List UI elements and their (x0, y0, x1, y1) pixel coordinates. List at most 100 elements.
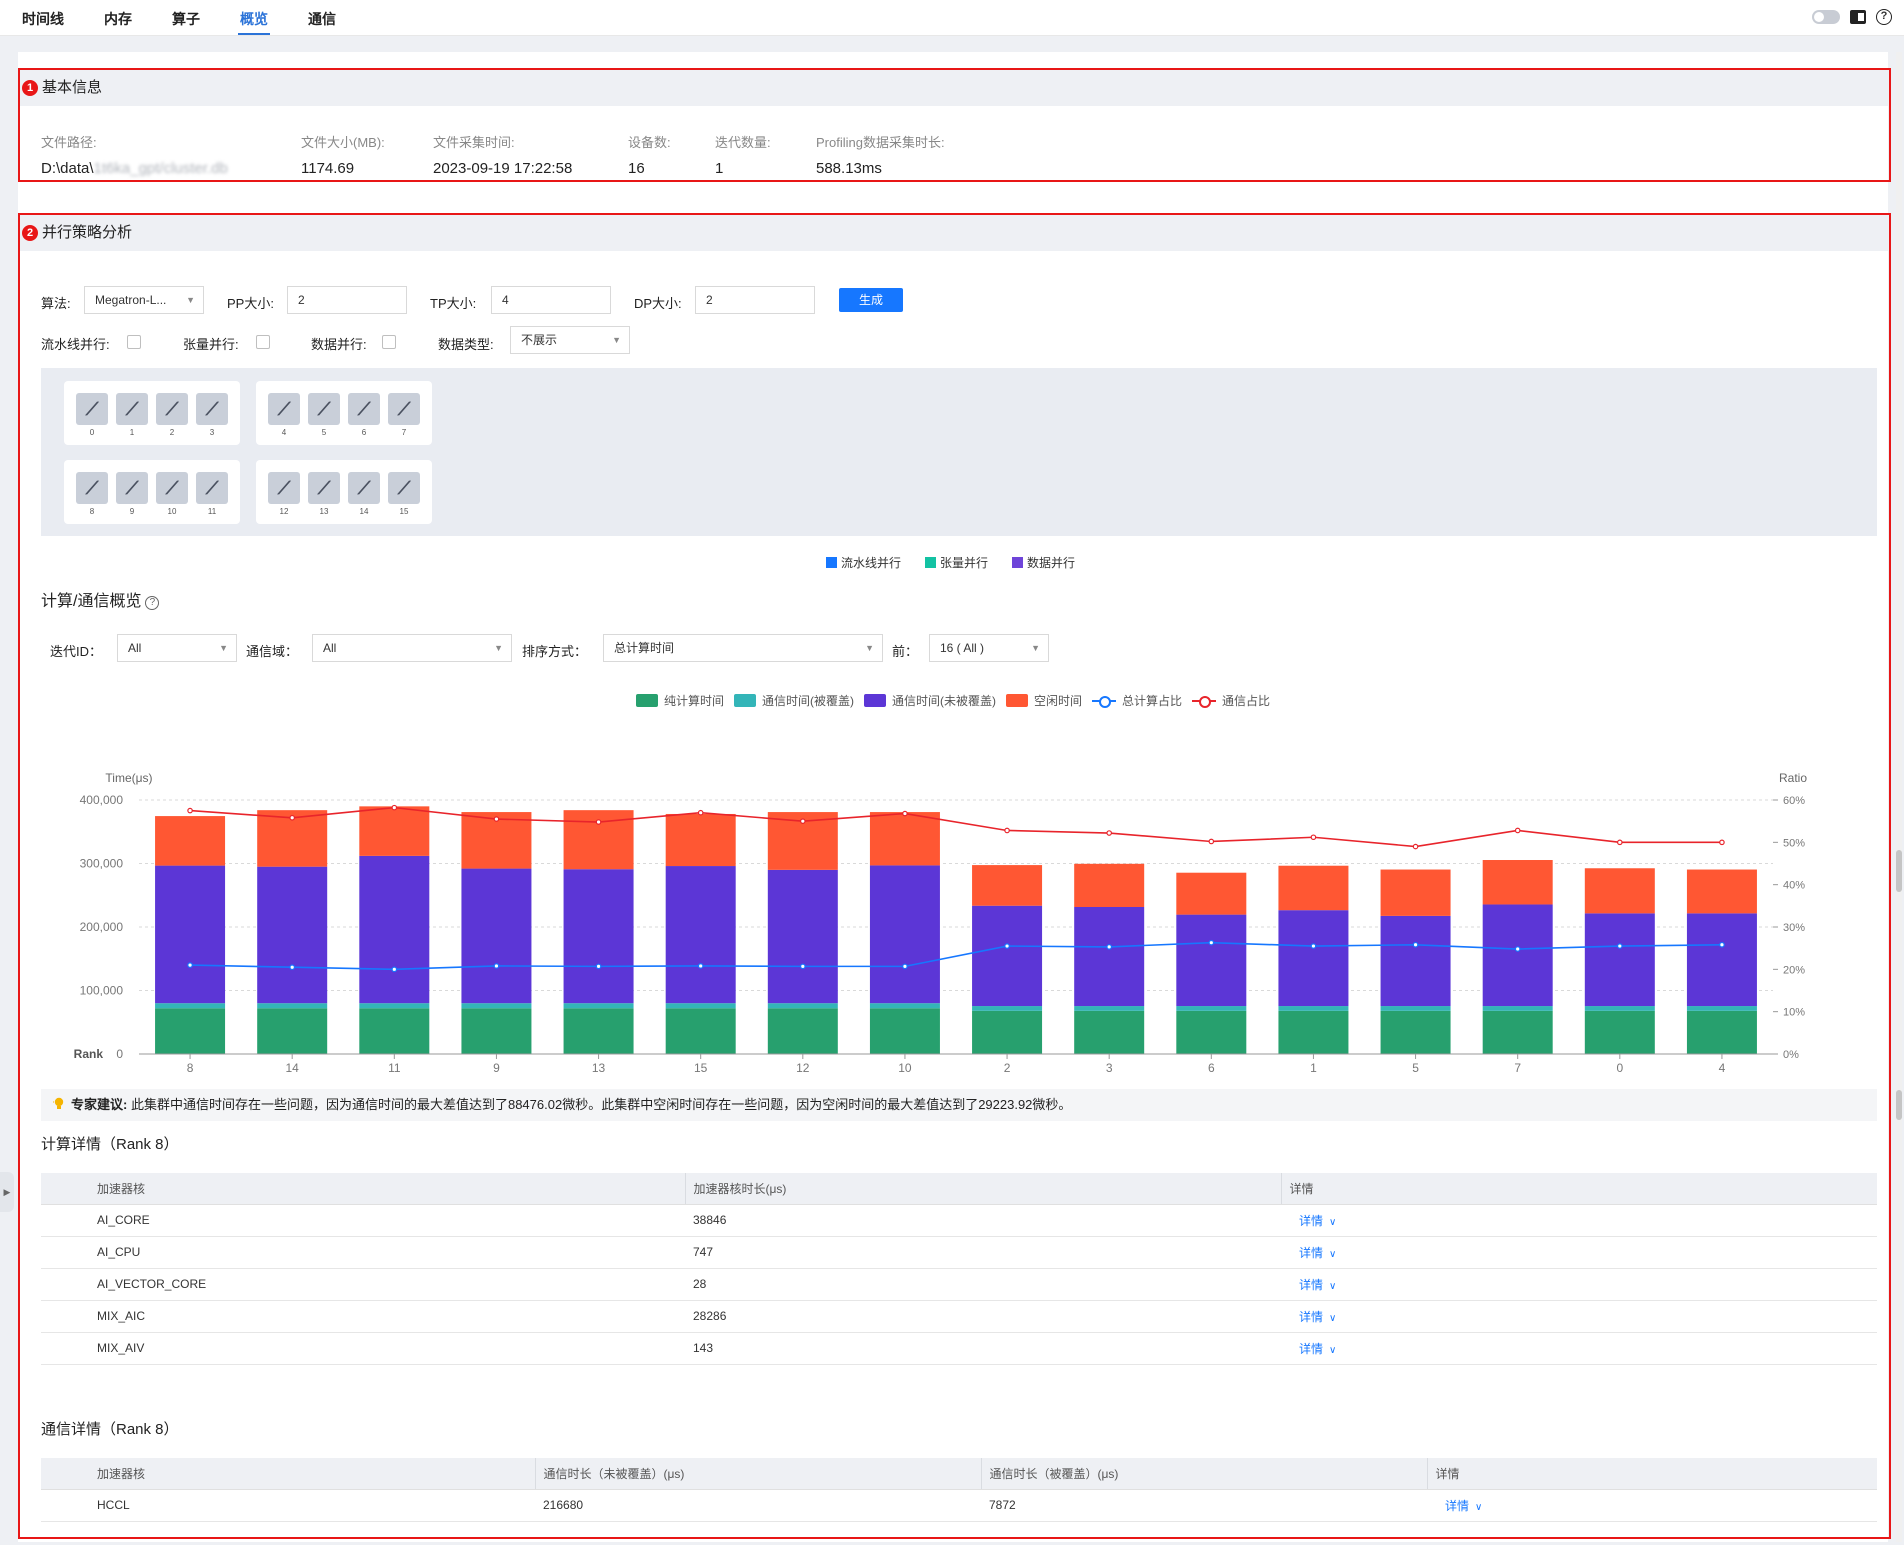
generate-button[interactable]: 生成 (839, 288, 903, 312)
tab-communication[interactable]: 通信 (308, 11, 336, 27)
device-icon[interactable]: ⟋ (196, 393, 228, 425)
legend-item[interactable]: 张量并行 (925, 554, 988, 571)
series-line (190, 806, 1722, 848)
device-icon[interactable]: ⟋ (308, 472, 340, 504)
help-icon[interactable]: ? (1876, 9, 1892, 25)
help-icon[interactable]: ? (145, 596, 160, 610)
device-icon[interactable]: ⟋ (156, 393, 188, 425)
comm-domain-select[interactable]: All ▼ (312, 634, 512, 662)
legend-item[interactable]: 空闲时间 (1006, 692, 1082, 709)
table-row: AI_CPU 747 详情 ∨ (41, 1236, 1877, 1269)
line-point (1412, 843, 1419, 850)
color-swatch (925, 557, 937, 568)
device-icon[interactable]: ⟋ (308, 393, 340, 425)
dp-size-label: DP大小: (634, 296, 682, 311)
tab-operator[interactable]: 算子 (172, 11, 200, 27)
collect-time-value: 2023-09-19 17:22:58 (433, 160, 573, 177)
column-header[interactable]: 详情 (1426, 1458, 1877, 1490)
device-icon[interactable]: ⟋ (348, 393, 380, 425)
dp-size-input[interactable]: 2 (695, 286, 815, 314)
lightbulb-icon (53, 1097, 64, 1109)
scrollbar-track[interactable] (1896, 52, 1902, 1542)
device-icon[interactable]: ⟋ (116, 393, 148, 425)
iteration-count-value: 1 (715, 160, 724, 177)
device-icon[interactable]: ⟋ (76, 393, 108, 425)
scrollbar-thumb[interactable] (1896, 1090, 1902, 1120)
bar-segment (972, 905, 1043, 1007)
iteration-id-label: 迭代ID： (50, 644, 103, 659)
legend-item[interactable]: 数据并行 (1012, 554, 1075, 571)
sidebar-expand-handle[interactable]: ▶ (0, 1172, 14, 1212)
scrollbar-thumb[interactable] (1896, 850, 1902, 892)
details-toggle[interactable]: 详情 ∨ (1281, 1268, 1877, 1301)
y2-tick-label: 30% (1783, 922, 1805, 934)
collect-time-label: 文件采集时间: (433, 135, 515, 150)
device-icon[interactable]: ⟋ (388, 472, 420, 504)
bar-segment (155, 816, 226, 866)
color-swatch (636, 694, 658, 707)
legend-item[interactable]: 纯计算时间 (636, 692, 724, 709)
bar-segment (665, 1003, 736, 1009)
tab-memory[interactable]: 内存 (104, 11, 132, 27)
details-toggle[interactable]: 详情 ∨ (1427, 1489, 1877, 1522)
column-header[interactable]: 加速器核时长(μs) (684, 1173, 1281, 1205)
pipeline-parallel-label: 流水线并行: (41, 337, 110, 352)
active-tab-indicator (238, 33, 270, 35)
details-toggle[interactable]: 详情 ∨ (1281, 1204, 1877, 1237)
y2-tick-label: 20% (1783, 964, 1805, 976)
bar-segment (972, 1006, 1043, 1011)
tab-timeline[interactable]: 时间线 (22, 11, 64, 27)
table-header-row: 加速器核 通信时长（未被覆盖）(μs) 通信时长（被覆盖）(μs) 详情 (41, 1458, 1877, 1490)
language-icon[interactable] (1850, 10, 1866, 24)
details-toggle[interactable]: 详情 ∨ (1281, 1236, 1877, 1269)
chevron-down-icon: ∨ (1329, 1280, 1337, 1292)
bar-segment (869, 865, 940, 1004)
column-header[interactable]: 加速器核 (41, 1458, 535, 1490)
device-icon[interactable]: ⟋ (348, 472, 380, 504)
tp-size-input[interactable]: 4 (491, 286, 611, 314)
iteration-id-select[interactable]: All ▼ (117, 634, 237, 662)
x-tick-label: 6 (1208, 1061, 1215, 1075)
column-header[interactable]: 通信时长（未被覆盖）(μs) (534, 1458, 981, 1490)
tab-overview[interactable]: 概览 (240, 11, 268, 27)
pipeline-parallel-checkbox[interactable] (127, 335, 141, 349)
line-point (1208, 838, 1215, 845)
legend-item[interactable]: 通信时间(未被覆盖) (864, 692, 996, 709)
device-icon[interactable]: ⟋ (268, 393, 300, 425)
top-n-select[interactable]: 16 ( All ) ▼ (929, 634, 1049, 662)
details-toggle[interactable]: 详情 ∨ (1281, 1300, 1877, 1333)
device-icon[interactable]: ⟋ (156, 472, 188, 504)
pp-size-input[interactable]: 2 (287, 286, 407, 314)
bar-segment (665, 866, 736, 1004)
bar-segment (767, 1008, 838, 1054)
device-icon[interactable]: ⟋ (76, 472, 108, 504)
details-toggle[interactable]: 详情 ∨ (1281, 1332, 1877, 1365)
legend-item[interactable]: 通信占比 (1192, 692, 1270, 709)
algorithm-select[interactable]: Megatron-L... ▼ (84, 286, 204, 314)
device-icon[interactable]: ⟋ (116, 472, 148, 504)
legend-item[interactable]: 通信时间(被覆盖) (734, 692, 854, 709)
device-icon[interactable]: ⟋ (196, 472, 228, 504)
data-parallel-checkbox[interactable] (382, 335, 396, 349)
compute-comm-chart[interactable]: 0 100,000 200,000 300,000 400,000 0% 10% 20% 30%… (41, 710, 1881, 1090)
column-header[interactable]: 加速器核 (41, 1173, 685, 1205)
y-tick-label: 0 (116, 1047, 123, 1061)
cell-accelerator: AI_VECTOR_CORE (41, 1268, 685, 1301)
sort-by-select[interactable]: 总计算时间 ▼ (603, 634, 883, 662)
theme-toggle[interactable] (1812, 10, 1840, 24)
line-point (289, 964, 295, 971)
line-point (1719, 941, 1725, 948)
column-header[interactable]: 通信时长（被覆盖）(μs) (980, 1458, 1427, 1490)
table-row: HCCL 216680 7872 详情 ∨ (41, 1489, 1877, 1522)
legend-label: 流水线并行 (841, 556, 902, 570)
legend-item[interactable]: 流水线并行 (826, 554, 901, 571)
legend-item[interactable]: 总计算占比 (1092, 692, 1182, 709)
cell-accelerator: MIX_AIC (41, 1300, 685, 1333)
device-icon[interactable]: ⟋ (388, 393, 420, 425)
device-icon[interactable]: ⟋ (268, 472, 300, 504)
data-type-select[interactable]: 不展示 ▼ (510, 326, 630, 354)
column-header[interactable]: 详情 (1280, 1173, 1877, 1205)
bar-segment (359, 1003, 430, 1009)
tensor-parallel-checkbox[interactable] (256, 335, 270, 349)
bar-segment (767, 869, 838, 1004)
